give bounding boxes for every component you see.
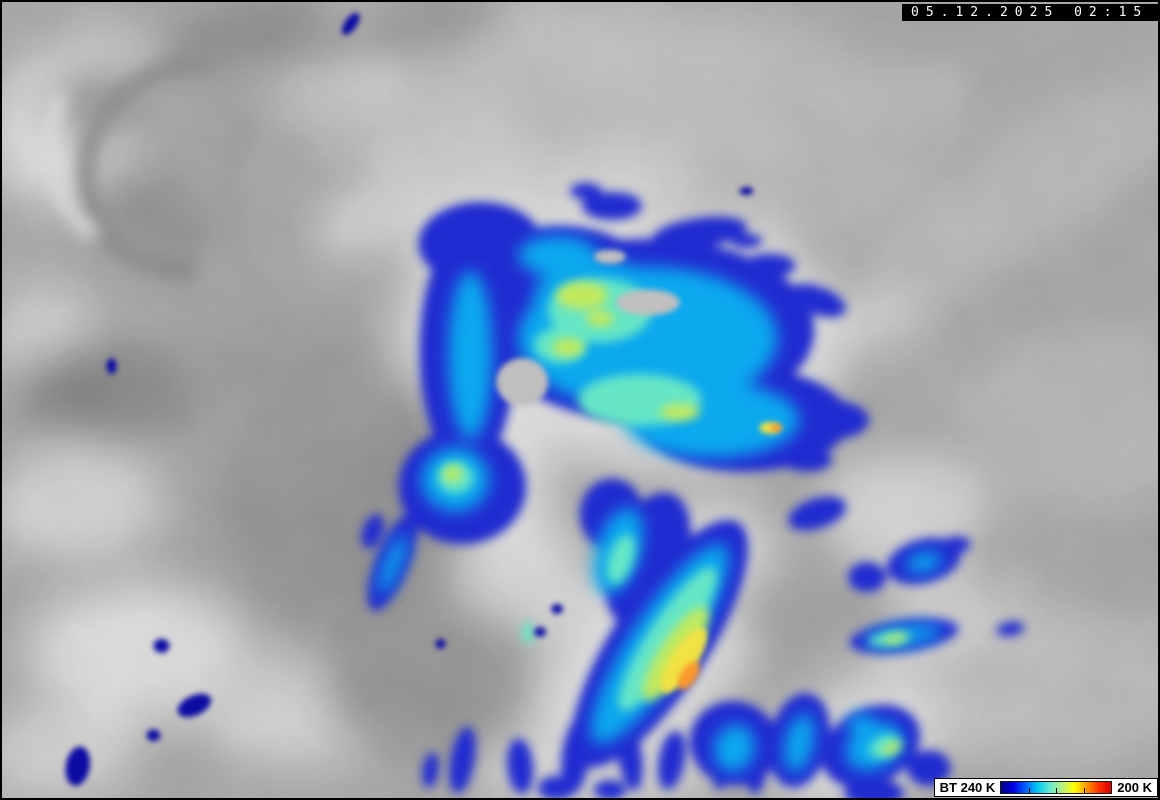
colorbar-tick (1028, 788, 1030, 793)
timestamp-overlay: 05.12.2025 02:15 (902, 4, 1158, 21)
bt-legend-start-label: BT 240 K (939, 780, 996, 795)
colorbar-gradient (1000, 781, 1113, 794)
colorbar-tick (1056, 788, 1058, 793)
bt-legend-end-label: 200 K (1117, 780, 1152, 795)
colorbar-tick (1083, 788, 1085, 793)
bt-legend: BT 240 K 200 K (933, 778, 1158, 797)
